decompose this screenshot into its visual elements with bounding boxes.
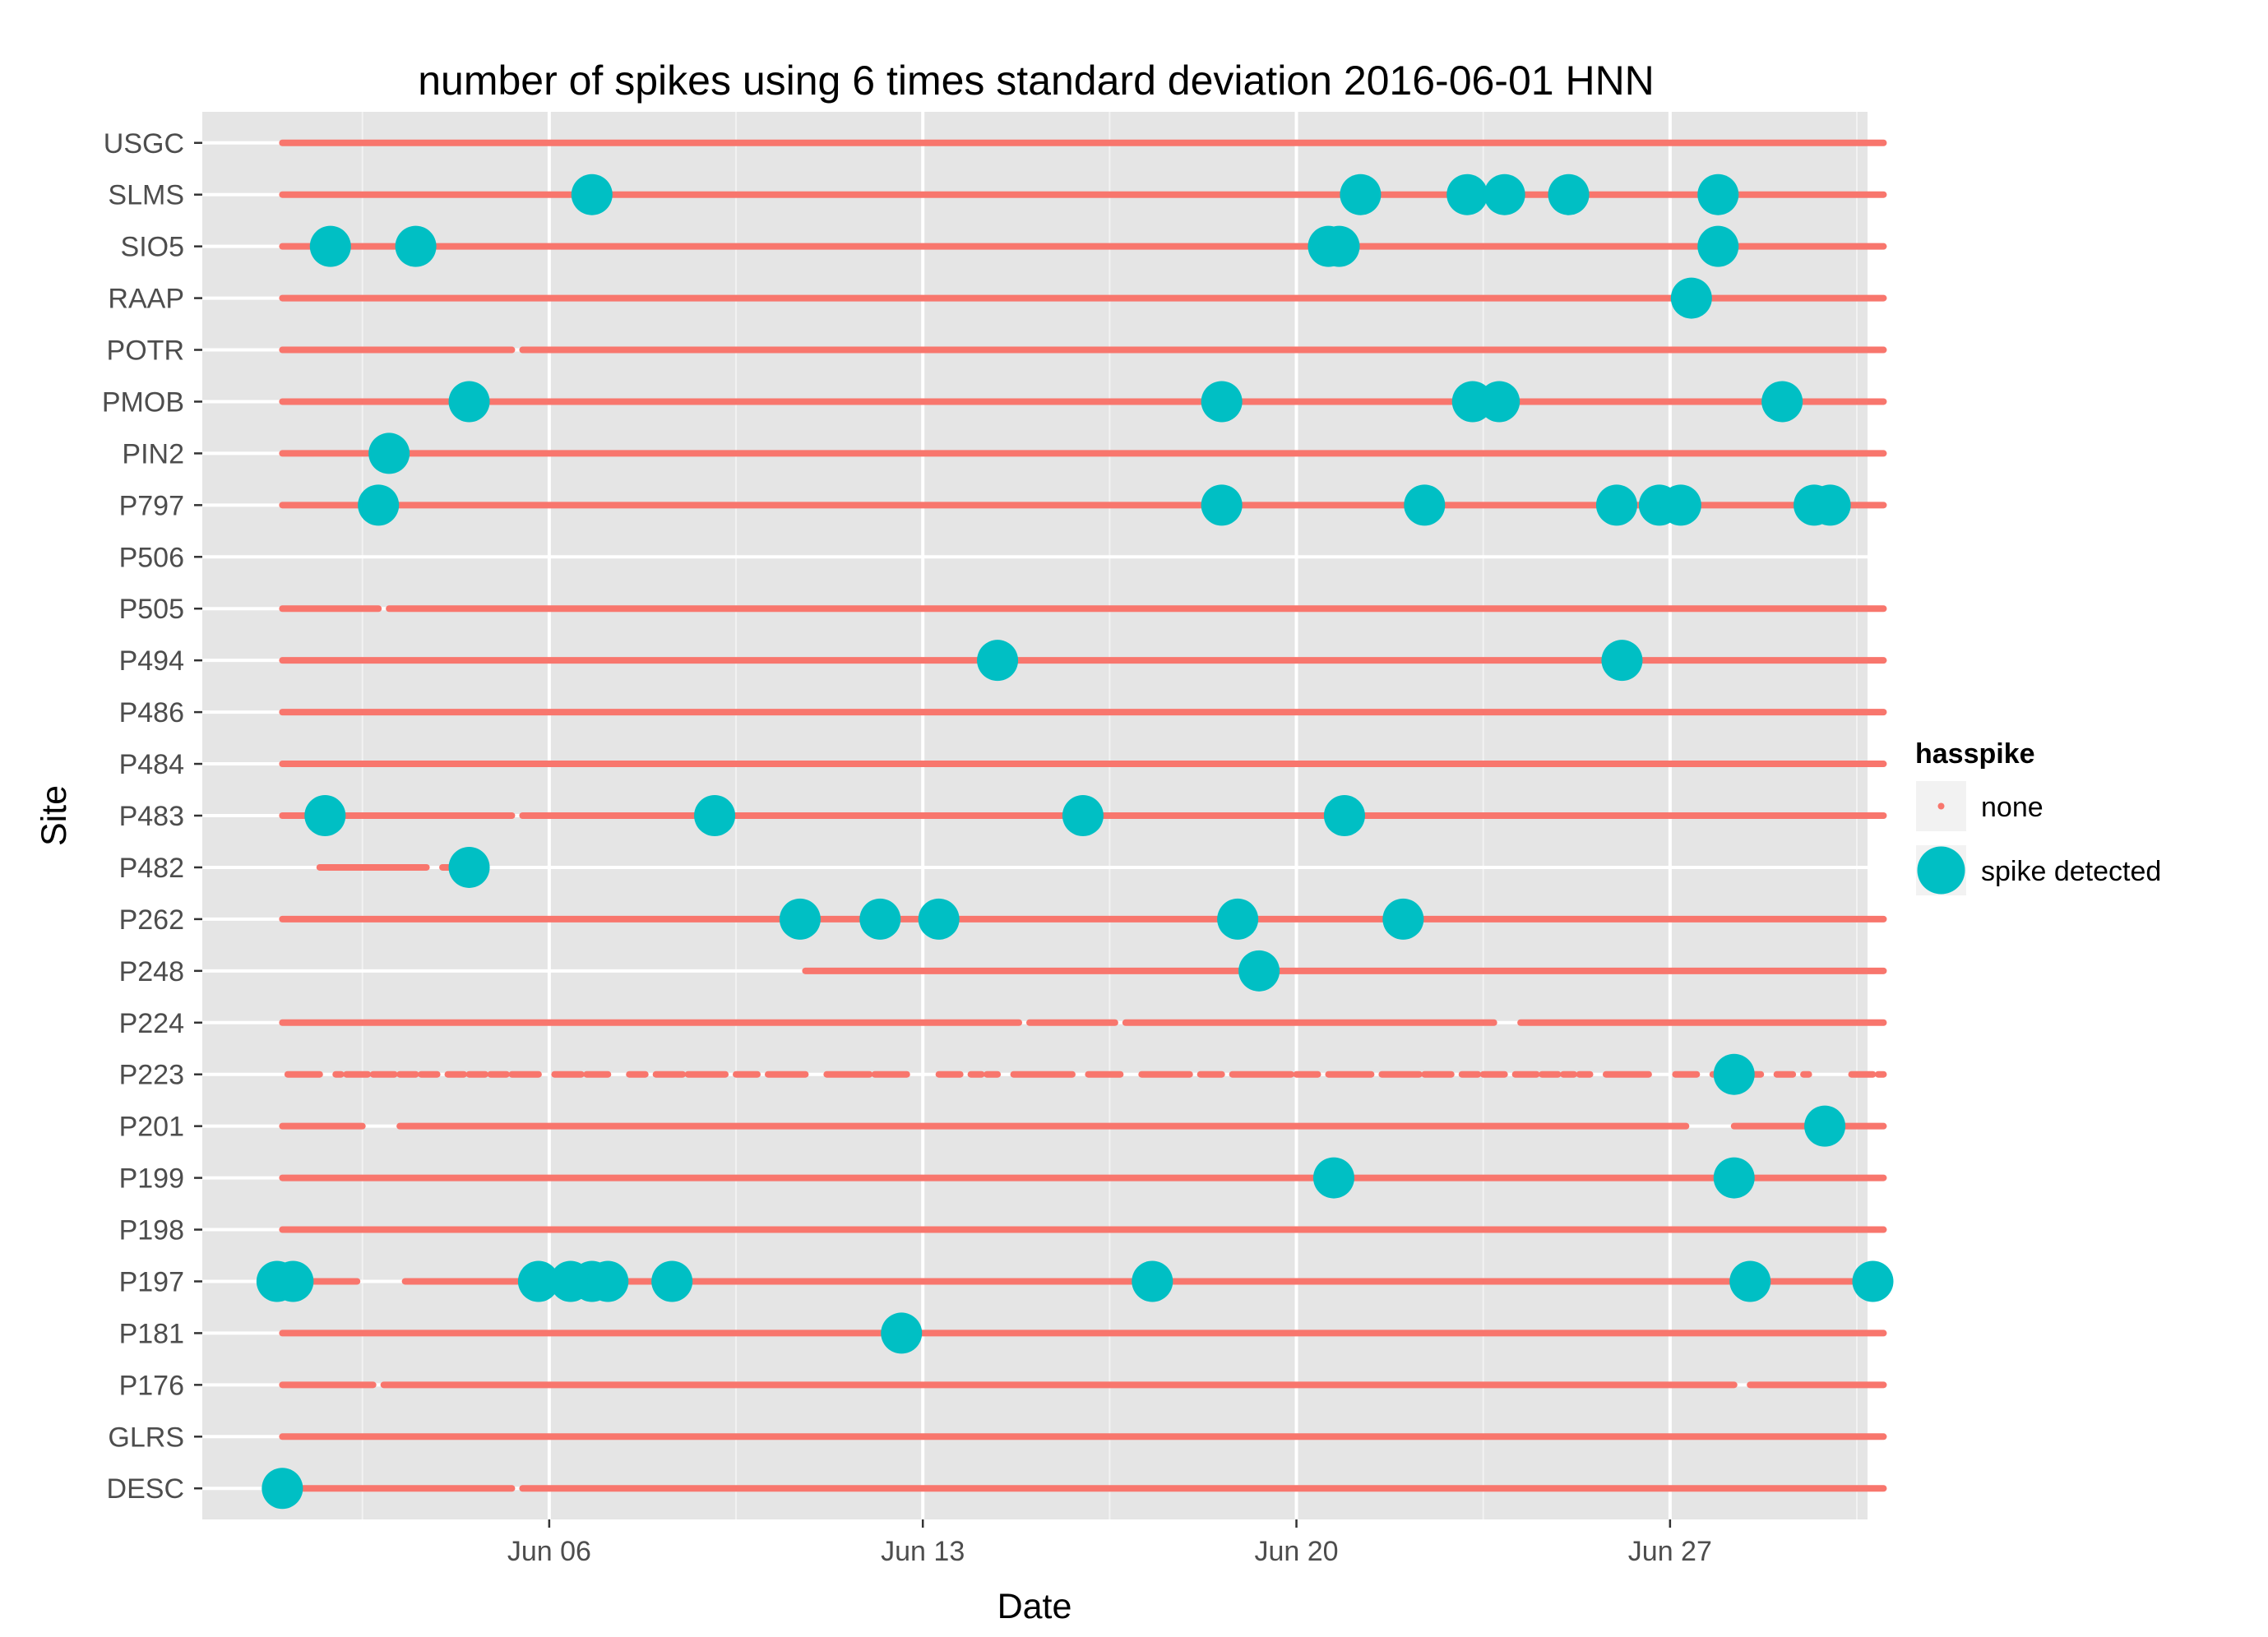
y-tick-label-p486: P486 xyxy=(119,697,184,728)
y-tick-label-p176: P176 xyxy=(119,1370,184,1401)
none-series xyxy=(279,139,1887,1492)
y-tick-label-p248: P248 xyxy=(119,956,184,987)
spike-p199 xyxy=(1312,1157,1354,1199)
x-axis: Jun 06 Jun 13 Jun 20 Jun 27 xyxy=(507,1519,1712,1567)
spike-slms xyxy=(1340,173,1382,215)
chart-title: number of spikes using 6 times standard … xyxy=(418,58,1655,104)
spike-p797 xyxy=(1659,484,1701,526)
spike-sio5 xyxy=(1318,225,1360,267)
y-tick-label-p224: P224 xyxy=(119,1008,184,1039)
spike-p483 xyxy=(1323,795,1365,836)
spike-slms xyxy=(1483,173,1525,215)
y-axis: USGC SLMS SIO5 RAAP POTR PMOB PIN2 P797 P506 P505… xyxy=(102,128,202,1505)
spike-sio5 xyxy=(309,225,351,267)
spike-p197 xyxy=(1852,1260,1894,1302)
spike-p797 xyxy=(1201,484,1243,526)
y-tick-label-p197: P197 xyxy=(119,1266,184,1297)
y-tick-label-p482: P482 xyxy=(119,853,184,884)
x-tick-label-jun-13: Jun 13 xyxy=(881,1536,965,1567)
spike-slms xyxy=(1548,173,1590,215)
y-tick-label-raap: RAAP xyxy=(108,284,184,315)
spike-p483 xyxy=(304,795,346,836)
y-tick-label-p262: P262 xyxy=(119,904,184,936)
y-tick-label-desc: DESC xyxy=(107,1473,184,1505)
spike-series xyxy=(256,173,1894,1510)
spike-p482 xyxy=(448,846,490,888)
spike-p197 xyxy=(587,1260,629,1302)
spike-pmob xyxy=(1761,381,1803,423)
legend-key-spike xyxy=(1917,846,1965,895)
y-tick-label-p797: P797 xyxy=(119,490,184,521)
spike-p797 xyxy=(1595,484,1637,526)
y-tick-label-p506: P506 xyxy=(119,542,184,573)
spike-p181 xyxy=(881,1312,923,1354)
spike-p797 xyxy=(1404,484,1446,526)
x-tick-label-jun-20: Jun 20 xyxy=(1254,1536,1338,1567)
spike-p494 xyxy=(1601,640,1643,682)
spike-slms xyxy=(1697,173,1739,215)
y-tick-label-pmob: PMOB xyxy=(102,386,184,418)
y-tick-label-p198: P198 xyxy=(119,1215,184,1246)
spike-p262 xyxy=(779,898,821,940)
spike-slms xyxy=(1446,173,1488,215)
legend-key-none xyxy=(1937,802,1945,810)
spike-p797 xyxy=(358,484,400,526)
spike-p262 xyxy=(1217,898,1259,940)
y-tick-label-p199: P199 xyxy=(119,1163,184,1195)
spike-p483 xyxy=(694,795,736,836)
y-tick-label-p484: P484 xyxy=(119,749,184,780)
spike-pmob xyxy=(1201,381,1243,423)
y-tick-label-p483: P483 xyxy=(119,801,184,832)
spike-p199 xyxy=(1713,1157,1755,1199)
spike-p797 xyxy=(1809,484,1851,526)
x-axis-title: Date xyxy=(997,1587,1072,1626)
legend-label-none: none xyxy=(1981,792,2044,823)
y-tick-label-p505: P505 xyxy=(119,594,184,625)
y-axis-title: Site xyxy=(35,785,74,846)
legend: hasspike none spike detected xyxy=(1915,738,2161,895)
spike-p223 xyxy=(1713,1053,1755,1095)
spike-p262 xyxy=(1382,898,1424,940)
y-tick-label-potr: POTR xyxy=(107,335,184,367)
spike-p197 xyxy=(1132,1260,1173,1302)
spike-p262 xyxy=(859,898,901,940)
spike-p483 xyxy=(1062,795,1104,836)
legend-title: hasspike xyxy=(1915,738,2035,770)
y-tick-label-pin2: PIN2 xyxy=(122,438,184,469)
y-tick-label-p494: P494 xyxy=(119,645,184,677)
spike-sio5 xyxy=(395,225,437,267)
y-tick-label-p201: P201 xyxy=(119,1112,184,1143)
spike-pmob xyxy=(1479,381,1520,423)
y-tick-label-slms: SLMS xyxy=(108,180,184,211)
y-tick-label-usgc: USGC xyxy=(104,128,184,160)
spike-desc xyxy=(262,1468,303,1510)
y-tick-label-sio5: SIO5 xyxy=(121,232,184,263)
spike-slms xyxy=(571,173,613,215)
y-tick-label-glrs: GLRS xyxy=(108,1422,184,1453)
spike-sio5 xyxy=(1697,225,1739,267)
x-tick-label-jun-27: Jun 27 xyxy=(1628,1536,1712,1567)
spike-pmob xyxy=(448,381,490,423)
y-tick-label-p181: P181 xyxy=(119,1318,184,1349)
spike-p197 xyxy=(1729,1260,1771,1302)
spike-p262 xyxy=(918,898,960,940)
spike-raap xyxy=(1670,277,1712,319)
spike-p248 xyxy=(1238,950,1280,992)
spike-p197 xyxy=(651,1260,693,1302)
spike-p201 xyxy=(1804,1105,1846,1147)
spike-p197 xyxy=(517,1260,559,1302)
spike-pin2 xyxy=(368,432,410,474)
legend-label-spike: spike detected xyxy=(1981,856,2161,887)
x-tick-label-jun-06: Jun 06 xyxy=(507,1536,591,1567)
y-tick-label-p223: P223 xyxy=(119,1060,184,1091)
spike-p494 xyxy=(977,640,1019,682)
spike-p197 xyxy=(272,1260,314,1302)
